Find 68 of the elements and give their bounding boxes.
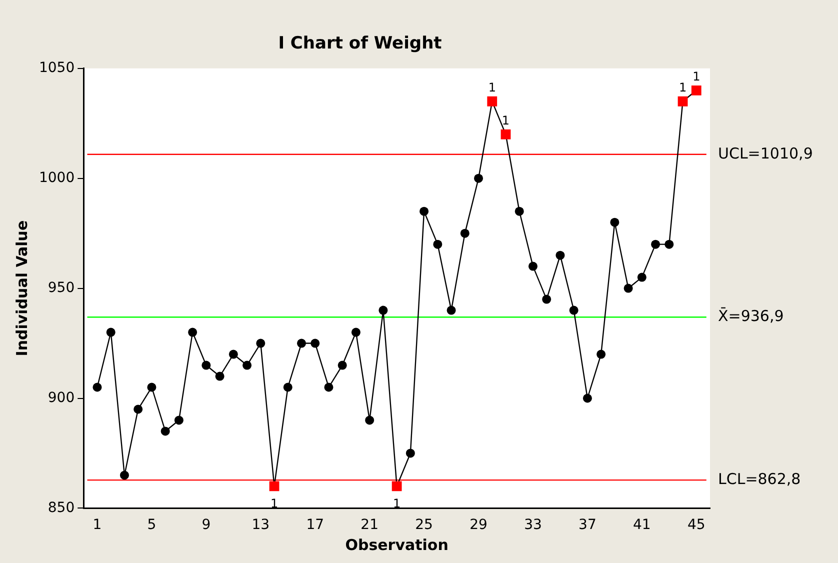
y-tick-label: 950	[48, 280, 75, 296]
point	[514, 206, 524, 216]
point	[460, 228, 470, 238]
point	[528, 262, 538, 271]
point	[120, 470, 129, 480]
point	[147, 382, 156, 392]
annotation: 1	[270, 496, 278, 510]
point	[569, 306, 578, 315]
x-tick-label: 37	[578, 517, 596, 534]
point	[215, 372, 224, 381]
point	[596, 350, 606, 359]
point	[433, 240, 442, 249]
point	[160, 426, 170, 436]
x-tick-label: 9	[202, 517, 211, 534]
point	[92, 382, 102, 392]
point	[228, 350, 238, 359]
y-tick-label: 900	[48, 390, 75, 406]
point	[106, 328, 116, 337]
x-tick-label: 5	[147, 517, 156, 534]
x-axis-title: Observation	[345, 536, 448, 554]
point	[610, 218, 620, 227]
point	[134, 404, 143, 414]
point	[188, 328, 198, 337]
point	[324, 382, 334, 392]
point	[310, 338, 320, 348]
point	[446, 306, 456, 315]
point	[256, 338, 266, 348]
y-tick-label: 1000	[38, 170, 75, 186]
point	[542, 294, 552, 304]
point	[406, 448, 415, 458]
x-tick-label: 13	[252, 517, 270, 534]
point	[296, 338, 306, 348]
x-tick-label: 33	[524, 517, 542, 534]
point	[365, 416, 374, 425]
point	[351, 328, 360, 337]
x-tick-label: 41	[633, 517, 651, 534]
annotation: 1	[488, 80, 496, 95]
y-tick-label: 1050	[38, 60, 75, 76]
y-tick-label: 850	[48, 500, 75, 516]
point	[637, 272, 646, 282]
point	[664, 240, 674, 249]
point	[378, 306, 388, 315]
x-tick-label: 45	[687, 517, 706, 534]
chart-title: I Chart of Weight	[278, 34, 442, 54]
y-axis-title: Individual Value	[12, 220, 31, 356]
point	[420, 206, 429, 216]
ref-line-label: UCL=1010,9	[718, 144, 813, 162]
ref-line-label: LCL=862,8	[718, 470, 801, 488]
point	[283, 382, 292, 392]
point	[651, 240, 660, 249]
point	[624, 284, 633, 293]
ref-line-label: X̄=936,9	[718, 306, 784, 325]
point	[202, 360, 211, 370]
point	[242, 360, 252, 370]
point	[556, 250, 565, 260]
point	[338, 360, 347, 370]
x-tick-label: 29	[470, 517, 488, 534]
point	[582, 394, 592, 403]
point	[474, 174, 484, 183]
x-tick-label: 17	[306, 517, 324, 534]
annotation: 1	[692, 70, 700, 84]
annotation: 1	[678, 80, 687, 95]
x-tick-label: 25	[415, 517, 433, 534]
x-tick-label: 21	[360, 517, 378, 534]
annotation: 1	[392, 496, 401, 510]
point	[174, 416, 184, 425]
x-tick-label: 1	[92, 517, 102, 534]
annotation: 1	[502, 113, 510, 128]
